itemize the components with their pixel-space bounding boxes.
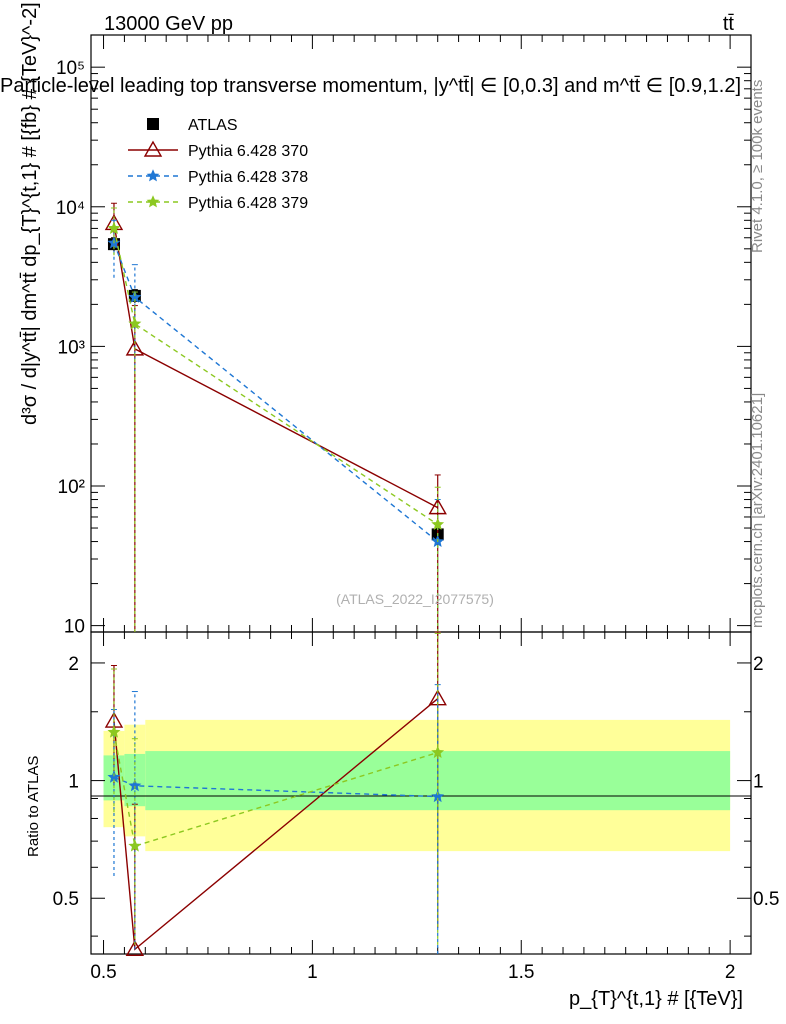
triangle-marker <box>125 939 145 957</box>
series-line <box>113 732 438 848</box>
mcplots-label: mcplots.cern.ch [arXiv:2401.10621] <box>749 393 766 628</box>
series-pythia-6-428-378 <box>107 219 445 632</box>
x-tick-label: 1 <box>307 962 318 983</box>
legend-label: Pythia 6.428 378 <box>188 169 308 186</box>
star-marker <box>146 169 160 182</box>
legend-entry: Pythia 6.428 370 <box>128 140 308 160</box>
triangle-marker <box>428 498 447 515</box>
x-tick-label: 1.5 <box>508 962 534 983</box>
main-y-tick-label: 10⁵ <box>56 58 85 79</box>
main-series-layer <box>104 202 447 632</box>
star-marker <box>107 221 121 234</box>
star-marker <box>431 745 445 759</box>
ratio-y-tick-label: 1 <box>68 772 79 793</box>
star-marker <box>107 725 121 738</box>
x-axis-label: p_{T}^{t,1} # [{TeV}] <box>569 988 743 1010</box>
legend-label: Pythia 6.428 370 <box>188 143 308 160</box>
star-marker <box>128 839 142 852</box>
series-atlas <box>107 237 444 542</box>
series-line <box>113 228 439 526</box>
main-y-tick-label: 10³ <box>58 337 85 358</box>
main-y-tick-label: 10⁴ <box>56 198 85 219</box>
x-tick-label: 2 <box>725 962 736 983</box>
energy-label: 13000 GeV pp <box>104 13 233 35</box>
ratio-series-layer <box>104 631 447 957</box>
series-pythia-6-428-370 <box>104 202 447 632</box>
main-axis-ticks: 10 10² 10³ 10⁴ 10⁵ <box>56 35 751 638</box>
legend-entry: Pythia 6.428 378 <box>128 169 308 186</box>
ratio-y-tick-label-right: 0.5 <box>753 889 779 910</box>
series-pythia-6-428-379 <box>107 632 445 945</box>
ratio-y-tick-label: 0.5 <box>53 889 79 910</box>
rivet-version-label: Rivet 4.1.0, ≥ 100k events <box>749 80 766 253</box>
ratio-uncertainty-bands <box>103 719 731 852</box>
plot-title: Particle-level leading top transverse mo… <box>0 75 741 97</box>
ratio-y-tick-label-right: 1 <box>753 772 764 793</box>
star-marker <box>146 195 160 208</box>
legend: ATLAS Pythia 6.428 370 Pythia 6.428 378 Pyt… <box>128 117 308 212</box>
star-marker <box>431 517 445 530</box>
analysis-watermark: (ATLAS_2022_I2077575) <box>336 591 494 607</box>
main-y-axis-label: d³σ / d|y^tt̄| dm^tt̄ dp_{T}^{t,1} # [{f… <box>19 2 41 425</box>
series-line <box>113 242 439 543</box>
ratio-y-tick-label-right: 2 <box>753 654 764 675</box>
legend-label: ATLAS <box>188 117 238 134</box>
process-label: tt̄ <box>723 13 735 35</box>
legend-entry: Pythia 6.428 379 <box>128 195 308 212</box>
main-y-tick-label: 10 <box>64 617 85 638</box>
ratio-y-axis-label: Ratio to ATLAS <box>25 756 42 857</box>
x-tick-label: 0.5 <box>90 962 116 983</box>
ratio-y-tick-label: 2 <box>68 654 79 675</box>
star-marker <box>128 317 142 330</box>
ratio-axis-ticks: 0.5 0.5 1 1 2 2 0.5 1 1.5 2 <box>53 632 779 983</box>
triangle-marker <box>143 140 163 157</box>
square-marker <box>147 118 159 130</box>
legend-entry: ATLAS <box>147 117 238 134</box>
series-pythia-6-428-379 <box>107 207 445 632</box>
ratio-panel-frame <box>90 631 752 955</box>
main-y-tick-label: 10² <box>58 477 85 498</box>
series-line <box>113 223 439 509</box>
legend-label: Pythia 6.428 379 <box>188 195 308 212</box>
